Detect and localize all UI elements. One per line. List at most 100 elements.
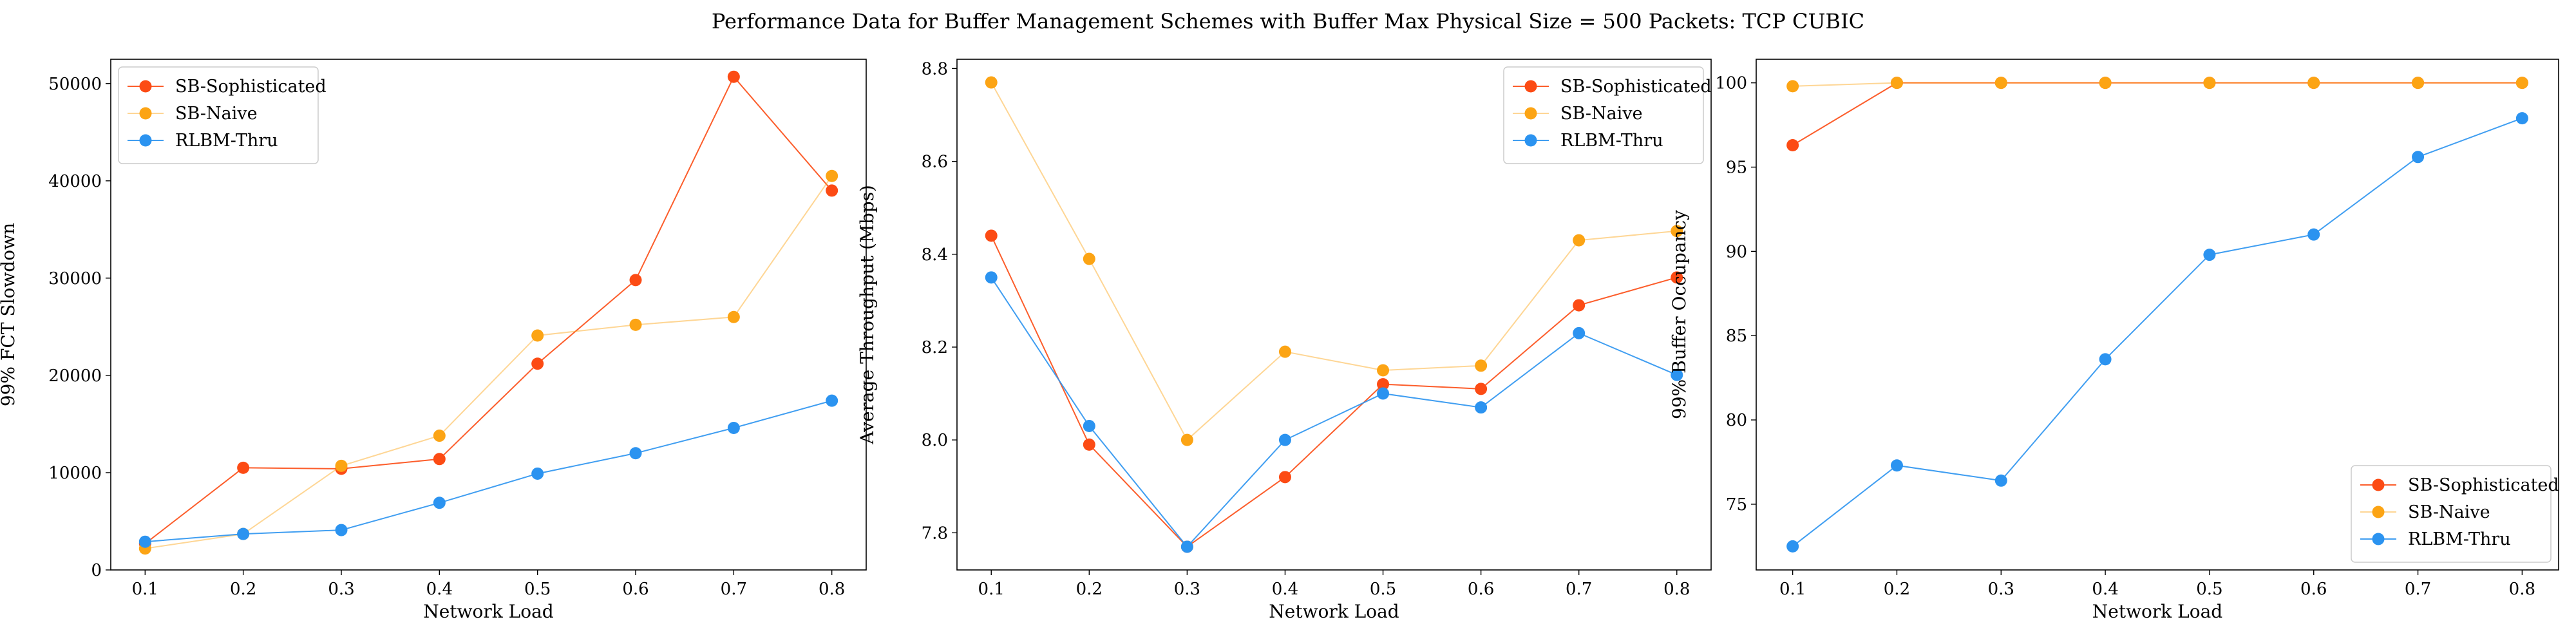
legend-label: SB-Naive	[1560, 104, 1643, 124]
legend-box	[118, 66, 319, 164]
x-tick-label: 0.6	[622, 580, 649, 599]
legend-marker	[2372, 533, 2385, 545]
x-tick-label: 0.8	[2509, 580, 2535, 599]
data-point	[1573, 234, 1586, 247]
y-tick-label: 20000	[48, 366, 102, 386]
series-line	[1792, 117, 2523, 547]
y-tick-label: 80	[1726, 411, 1747, 430]
y-axis-label: 99% FCT Slowdown	[0, 223, 19, 406]
series-line	[990, 277, 1678, 548]
data-point	[2307, 77, 2320, 90]
legend: SB-Sophisticated SB-Naive RLBM-Thru	[1503, 66, 1712, 164]
data-point	[335, 524, 348, 536]
y-tick-label: 90	[1726, 242, 1747, 261]
data-point	[2203, 249, 2216, 261]
data-point	[2099, 353, 2112, 366]
x-tick-label: 0.6	[1468, 580, 1494, 599]
data-point	[727, 310, 740, 323]
y-tick-label: 7.8	[922, 524, 948, 543]
series-sb-sophisticated	[985, 229, 1683, 553]
x-tick-label: 0.5	[1370, 580, 1396, 599]
legend-label: RLBM-Thru	[2408, 529, 2511, 549]
series-line	[144, 75, 833, 545]
data-point	[985, 271, 998, 284]
legend-box	[2351, 465, 2552, 563]
data-point	[1083, 438, 1095, 451]
data-point	[2412, 77, 2425, 90]
data-point	[531, 467, 544, 480]
data-point	[1671, 368, 1683, 381]
x-tick-label: 0.3	[1988, 580, 2014, 599]
legend-marker	[2372, 478, 2385, 491]
legend-box	[1503, 66, 1704, 164]
legend-label: SB-Sophisticated	[175, 77, 327, 97]
data-point	[1786, 138, 1799, 151]
series-line	[145, 175, 833, 549]
legend: SB-Sophisticated SB-Naive RLBM-Thru	[2351, 465, 2559, 563]
data-point	[433, 497, 446, 509]
data-point	[2099, 77, 2112, 90]
x-tick-label: 0.6	[2300, 580, 2327, 599]
data-point	[826, 169, 838, 182]
data-point	[2307, 228, 2320, 241]
plot-area-frame	[956, 59, 1712, 571]
x-tick-label: 0.7	[721, 580, 747, 599]
data-point	[1786, 540, 1799, 553]
series-rlbm-thru	[138, 394, 838, 548]
data-point	[1475, 383, 1488, 395]
y-tick-label: 85	[1726, 327, 1747, 346]
series-rlbm-thru	[985, 271, 1683, 553]
y-tick-label: 8.4	[922, 245, 948, 265]
data-point	[629, 318, 642, 331]
series-line	[145, 400, 832, 543]
data-point	[1278, 433, 1291, 446]
data-point	[531, 329, 544, 342]
y-tick-label: 0	[91, 561, 102, 580]
x-tick-label: 0.7	[2405, 580, 2431, 599]
data-point	[1377, 378, 1390, 391]
data-point	[629, 447, 642, 460]
data-point	[1786, 80, 1799, 93]
series-line	[1792, 82, 2523, 146]
data-point	[1994, 77, 2007, 90]
data-point	[1890, 459, 1903, 472]
legend-marker	[139, 134, 152, 147]
legend-label: SB-Sophisticated	[1560, 77, 1712, 97]
data-point	[1671, 225, 1683, 238]
series-line	[1792, 82, 2523, 87]
y-tick-label: 8.0	[922, 431, 948, 450]
data-point	[433, 453, 446, 466]
data-point	[2515, 112, 2528, 125]
data-point	[826, 394, 838, 407]
data-point	[1083, 420, 1095, 433]
x-tick-label: 0.2	[230, 580, 256, 599]
x-axis-label: Network Load	[2092, 601, 2223, 622]
x-axis-label: Network Load	[423, 601, 554, 622]
series-sb-naive	[985, 76, 1683, 446]
y-tick-label: 75	[1726, 495, 1747, 515]
y-tick-label: 100	[1715, 74, 1747, 93]
data-point	[335, 459, 348, 472]
legend-label: RLBM-Thru	[175, 131, 278, 151]
data-point	[1573, 299, 1586, 312]
y-tick-label: 40000	[48, 172, 102, 191]
data-point	[433, 430, 446, 442]
y-tick-label: 8.6	[922, 153, 948, 172]
data-point	[237, 461, 250, 474]
x-tick-label: 0.4	[2092, 580, 2118, 599]
x-tick-label: 0.2	[1076, 580, 1103, 599]
data-point	[2515, 77, 2528, 90]
data-point	[1671, 271, 1683, 284]
data-point	[2203, 77, 2216, 90]
data-point	[531, 357, 544, 370]
data-point	[1083, 252, 1095, 265]
data-point	[1890, 77, 1903, 90]
x-tick-label: 0.8	[1663, 580, 1690, 599]
legend: SB-Sophisticated SB-Naive RLBM-Thru	[118, 66, 327, 164]
x-tick-label: 0.5	[2196, 580, 2222, 599]
figure-title: Performance Data for Buffer Management S…	[712, 9, 1864, 33]
legend-label: SB-Sophisticated	[2408, 475, 2559, 495]
data-point	[1180, 540, 1193, 553]
data-point	[727, 70, 740, 83]
data-point	[985, 76, 998, 89]
